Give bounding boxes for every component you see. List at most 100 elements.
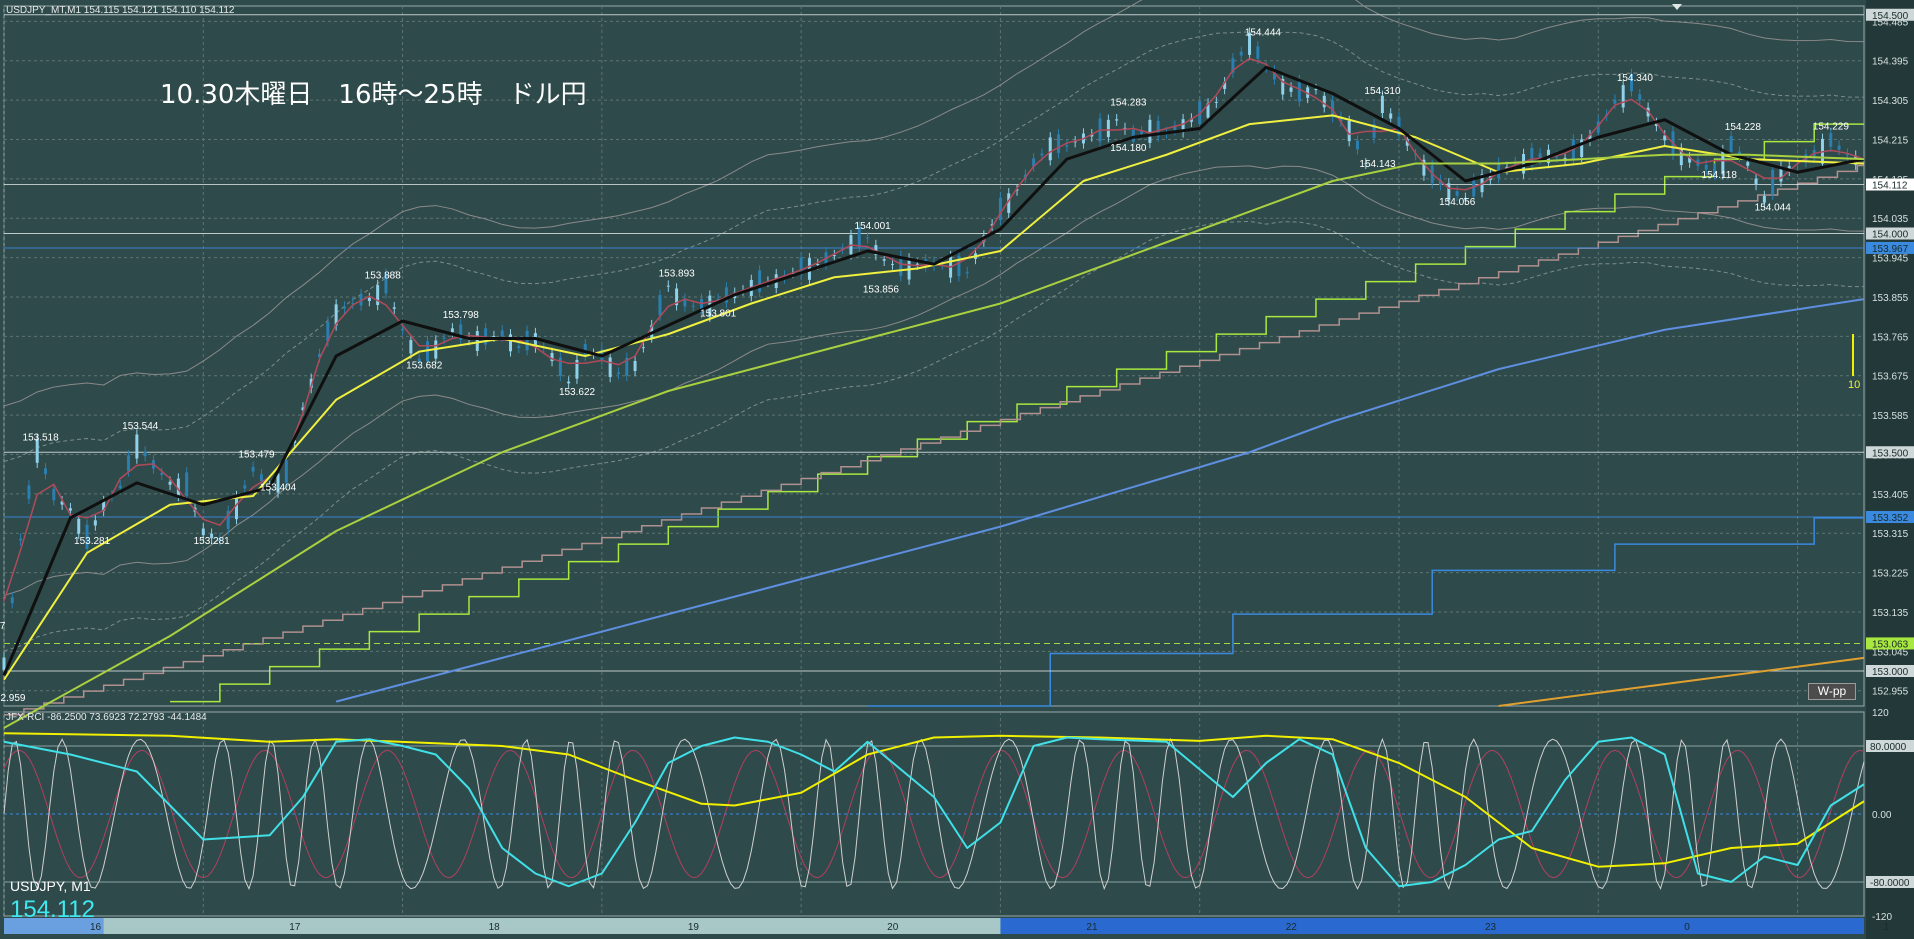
ma-line: [3, 114, 1865, 681]
candle-body: [533, 333, 537, 348]
candle-body: [890, 263, 894, 265]
candle-body: [492, 336, 496, 338]
indicator-header-text: JFX-RCI -86.2500 73.6923 72.2793 -44.148…: [6, 712, 207, 723]
price-tag-label: 154.000: [1872, 230, 1909, 241]
candle-body: [1189, 118, 1193, 122]
candle-body: [226, 510, 230, 530]
y-tick-label: 153.945: [1872, 254, 1909, 265]
candle-body: [625, 357, 629, 376]
candle-body: [1588, 135, 1592, 141]
candle-body: [799, 257, 803, 276]
rci-level-tag: [1866, 740, 1914, 752]
candle-body: [102, 501, 106, 511]
x-tick-label: 20: [887, 922, 899, 933]
candle-body: [301, 407, 305, 411]
candle-body: [1198, 101, 1202, 124]
corner-symbol: USDJPY, M1: [10, 878, 91, 894]
candle-body: [957, 255, 961, 277]
candle-body: [1397, 116, 1401, 136]
swing-label: 153.404: [260, 482, 297, 493]
candle-body: [1314, 89, 1318, 91]
candle-body: [1065, 145, 1069, 147]
candle-body: [1439, 179, 1443, 186]
x-tick-label: 21: [1086, 922, 1098, 933]
candle-body: [210, 533, 214, 539]
x-tick-label: 18: [489, 922, 501, 933]
candle-body: [1090, 134, 1094, 137]
candle-body: [1522, 153, 1526, 174]
candle-body: [342, 306, 346, 309]
candle-body: [1115, 119, 1119, 121]
candle-body: [401, 328, 405, 331]
swing-label: 154.229: [1813, 121, 1850, 132]
candle-body: [1713, 168, 1717, 175]
candle-body: [1530, 147, 1534, 166]
candle-body: [608, 357, 612, 377]
candle-body: [965, 272, 969, 274]
ma-line: [1498, 656, 1865, 707]
candle-body: [758, 270, 762, 292]
candle-body: [334, 304, 338, 326]
rci-white-line: [3, 737, 1865, 891]
candle-body: [276, 473, 280, 493]
candle-body: [60, 501, 64, 505]
swing-label: 153.888: [365, 271, 402, 282]
swing-label: 153.518: [23, 432, 60, 443]
candle-body: [1630, 73, 1633, 92]
price-tag: [1866, 178, 1914, 191]
y-tick-label: 152.955: [1872, 687, 1909, 698]
candle-body: [1663, 135, 1667, 141]
candle-body: [866, 237, 870, 239]
candle-body: [218, 537, 222, 541]
swing-label: 153.682: [406, 361, 443, 372]
candle-body: [1297, 80, 1301, 102]
swing-label: 153.856: [863, 285, 900, 296]
candle-body: [459, 324, 463, 340]
bollinger-band: [3, 0, 1865, 407]
candle-body: [1405, 139, 1409, 146]
candle-body: [1106, 119, 1110, 138]
price-tag: [1866, 227, 1914, 240]
step-line: [867, 517, 1864, 707]
candle-body: [293, 440, 297, 443]
candle-body: [1206, 103, 1210, 118]
swing-label: 153.622: [559, 387, 596, 398]
corner-price: 154.112: [10, 896, 95, 923]
candle-body: [326, 321, 330, 342]
candle-body: [500, 330, 504, 337]
candle-body: [1248, 32, 1252, 55]
ma-line: [335, 298, 1865, 703]
rci-tick-label: 80.0000: [1870, 742, 1907, 753]
candle-body: [1845, 153, 1849, 156]
candle-body: [1239, 51, 1243, 56]
swing-label: 154.340: [1617, 73, 1654, 84]
candle-body: [135, 434, 139, 459]
swing-label: 153.893: [659, 268, 696, 279]
candle-body: [1306, 87, 1310, 98]
candle-body: [1156, 120, 1160, 137]
candle-body: [1148, 119, 1152, 143]
candle-body: [1538, 153, 1542, 160]
candle-body: [1688, 157, 1692, 163]
y-tick-label: 153.135: [1872, 608, 1909, 619]
candle-body: [1322, 95, 1326, 108]
y-tick-label: 154.485: [1872, 17, 1909, 28]
candle-body: [1355, 140, 1359, 150]
overlay-title: 10.30木曜日 16時～25時 ドル円: [160, 80, 587, 110]
candle-body: [716, 298, 720, 300]
rci-line: [3, 732, 1865, 868]
candle-body: [899, 255, 903, 277]
candle-body: [1048, 137, 1052, 161]
candle-body: [558, 357, 562, 377]
candle-body: [351, 303, 355, 305]
candle-body: [874, 245, 878, 256]
y-tick-label: 154.395: [1872, 57, 1909, 68]
wpp-badge[interactable]: W-pp: [1808, 683, 1856, 700]
y-tick-label: 153.045: [1872, 647, 1909, 658]
candle-body: [35, 438, 39, 463]
y-tick-label: 153.765: [1872, 332, 1909, 343]
candle-body: [633, 360, 637, 372]
